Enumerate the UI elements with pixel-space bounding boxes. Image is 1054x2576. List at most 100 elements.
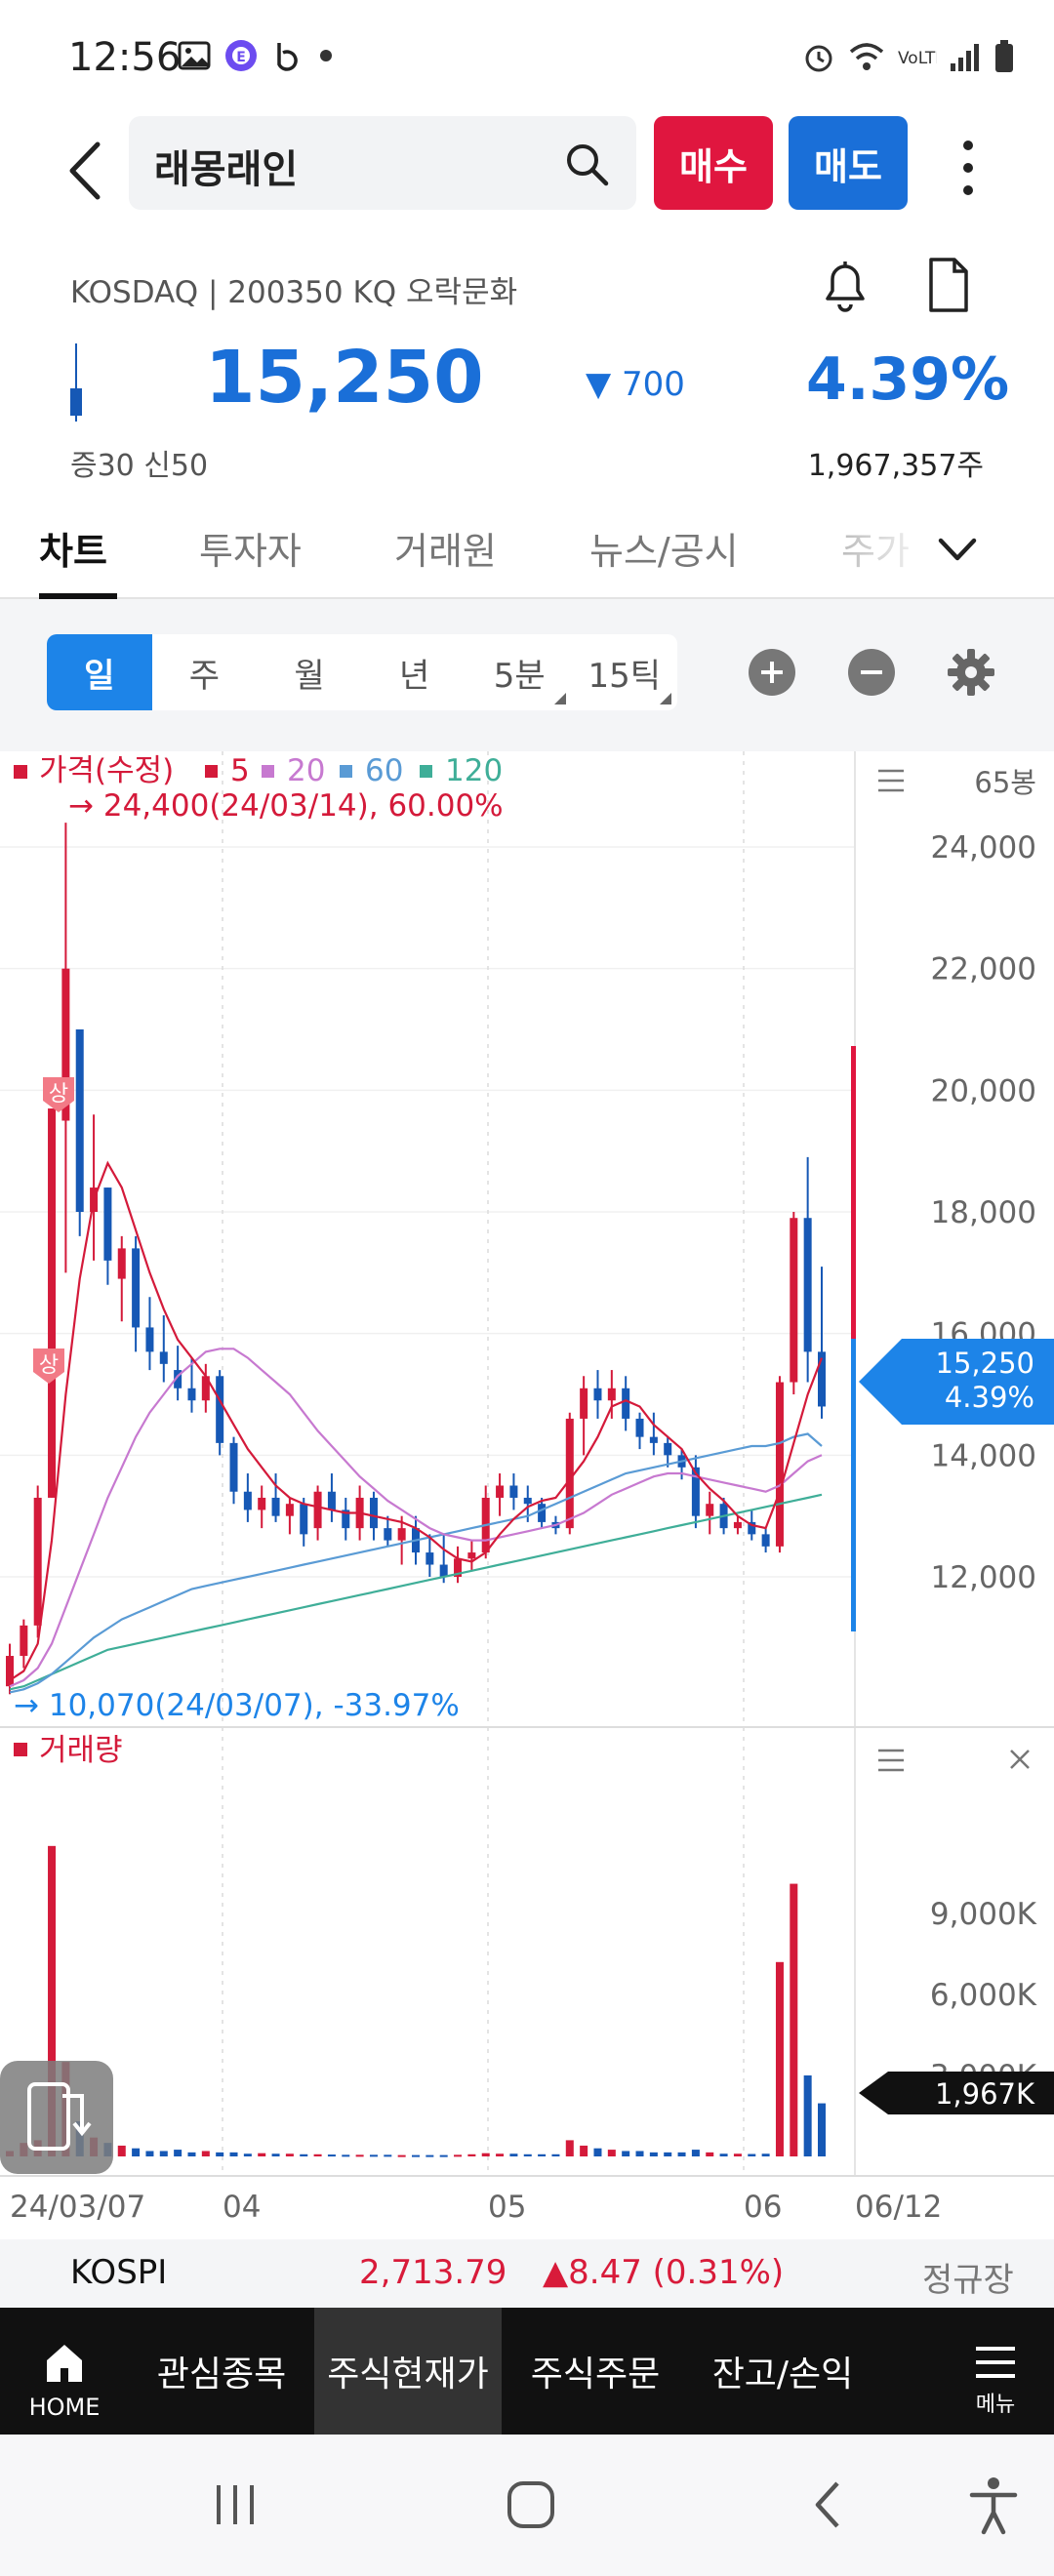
volume-bar (622, 2151, 630, 2156)
tab-broker[interactable]: 거래원 (394, 530, 497, 573)
candle-body (327, 1491, 336, 1510)
candle-body (622, 1388, 630, 1419)
candle-body (706, 1504, 714, 1516)
tab-news[interactable]: 뉴스/공시 (589, 530, 739, 573)
kospi-ticker[interactable]: KOSPI 2,713.79 ▲8.47 (0.31%) 정규장 (0, 2239, 1054, 2308)
candle-body (258, 1497, 266, 1510)
candle-body (523, 1497, 532, 1505)
legend-ma20: 20 (287, 753, 325, 788)
volume-bar (369, 2154, 378, 2157)
nav-order[interactable]: 주식주문 (530, 2355, 661, 2395)
volume-bar (216, 2152, 224, 2156)
candle-body (397, 1528, 406, 1541)
price-tick-label: 22,000 (931, 952, 1036, 987)
svg-text:E: E (236, 50, 246, 65)
price-tick-label: 12,000 (931, 1560, 1036, 1595)
price-change-value: 700 (621, 365, 685, 404)
ma20-line (9, 1348, 823, 1688)
accessibility-icon[interactable] (966, 2474, 1021, 2536)
search-icon[interactable] (562, 140, 611, 188)
period-year[interactable]: 년 (398, 656, 430, 696)
menu-button[interactable]: 메뉴 (937, 2308, 1054, 2435)
home-nav-icon[interactable] (502, 2475, 560, 2534)
nav-current-price[interactable]: 주식현재가 (314, 2308, 502, 2435)
period-week[interactable]: 주 (188, 656, 221, 696)
volume-panel-menu-icon[interactable] (878, 1749, 904, 1772)
volume-bar (201, 2151, 210, 2156)
zoom-in-icon[interactable] (748, 648, 796, 697)
volume-bar (496, 2153, 505, 2156)
recent-apps-icon[interactable] (211, 2475, 260, 2534)
home-label: HOME (29, 2394, 101, 2421)
candle-body (159, 1351, 168, 1364)
candle-body (174, 1370, 182, 1389)
volume-bar (677, 2152, 686, 2156)
search-input[interactable]: 래몽래인 (129, 116, 636, 210)
volume-bar (313, 2153, 322, 2156)
volume-tick-label: 9,000K (930, 1897, 1037, 1932)
tab-investor[interactable]: 투자자 (199, 530, 302, 573)
home-button[interactable]: HOME (0, 2308, 129, 2435)
close-volume-panel-icon[interactable] (1010, 1750, 1030, 1769)
buy-button[interactable]: 매수 (654, 116, 773, 210)
current-pct-label: 4.39% (945, 1381, 1034, 1414)
period-toolbar: 일 주 월 년 5분 15틱 (0, 599, 1054, 751)
price-axis-ticks: 24,00022,00020,00018,00016,00014,00012,0… (931, 830, 1036, 1595)
candle-body (285, 1504, 294, 1516)
candle-body (369, 1497, 378, 1529)
tab-chart[interactable]: 차트 (39, 530, 107, 573)
volume-bar (748, 2153, 756, 2156)
bell-icon[interactable] (818, 256, 872, 314)
settings-gear-icon[interactable] (947, 648, 995, 697)
volume-bar (243, 2153, 252, 2156)
margin-rate: 증30 신50 (70, 449, 209, 483)
status-time: 12:56 (68, 35, 182, 80)
document-icon[interactable] (921, 256, 976, 314)
volume-bar (649, 2152, 658, 2156)
back-nav-icon[interactable] (804, 2475, 853, 2534)
candle-body (691, 1467, 700, 1516)
period-month[interactable]: 월 (294, 656, 325, 696)
period-minute[interactable]: 5분 (466, 634, 572, 710)
more-options-icon[interactable] (949, 134, 988, 202)
price-panel-menu-icon[interactable] (878, 769, 904, 792)
price-chart[interactable]: 가격(수정) 5 20 60 120 → 24,400(24/03/14), 6… (0, 751, 1054, 2239)
volume-bar (580, 2145, 588, 2156)
moving-averages (9, 1160, 824, 1694)
volume-bar (174, 2150, 182, 2156)
volume-bar (818, 2103, 826, 2156)
current-volume-label: 1,967K (935, 2077, 1035, 2111)
volume-bar (706, 2152, 714, 2156)
legend-price: 가격(수정) (39, 753, 174, 788)
date-tick-label: 24/03/07 (10, 2190, 145, 2225)
candle-body (33, 1497, 42, 1626)
back-arrow-icon[interactable] (59, 137, 117, 205)
sell-button[interactable]: 매도 (789, 116, 908, 210)
nav-watchlist[interactable]: 관심종목 (156, 2355, 287, 2395)
gallery-icon (178, 41, 211, 70)
candle-body (103, 1187, 112, 1261)
candle-body (313, 1491, 322, 1529)
volume-bar (384, 2154, 392, 2157)
volume-bar (481, 2153, 490, 2156)
candle-body (565, 1418, 574, 1529)
period-day[interactable]: 일 (47, 634, 152, 710)
zoom-out-icon[interactable] (847, 648, 896, 697)
legend-ma120: 120 (445, 753, 503, 788)
volume-bar (719, 2153, 728, 2156)
rotate-screen-button[interactable] (0, 2061, 113, 2174)
hamburger-icon: 메뉴 (976, 2347, 1015, 2417)
nav-balance[interactable]: 잔고/손익 (711, 2355, 854, 2395)
wifi-icon (849, 43, 884, 70)
low-price-note: → 10,070(24/03/07), -33.97% (14, 1688, 460, 1723)
volume-bar (635, 2151, 644, 2156)
change-percent: 4.39% (806, 345, 1010, 414)
alarm-icon (805, 45, 832, 72)
market-session: 정규장 (922, 2261, 1014, 2300)
candle-body (342, 1509, 350, 1529)
period-tick[interactable]: 15틱 (572, 634, 677, 710)
candle-body (538, 1504, 547, 1522)
chevron-down-icon[interactable] (935, 533, 980, 566)
price-tick-label: 14,000 (931, 1438, 1036, 1473)
status-bar: 12:56 E VoLTE (0, 0, 1054, 112)
